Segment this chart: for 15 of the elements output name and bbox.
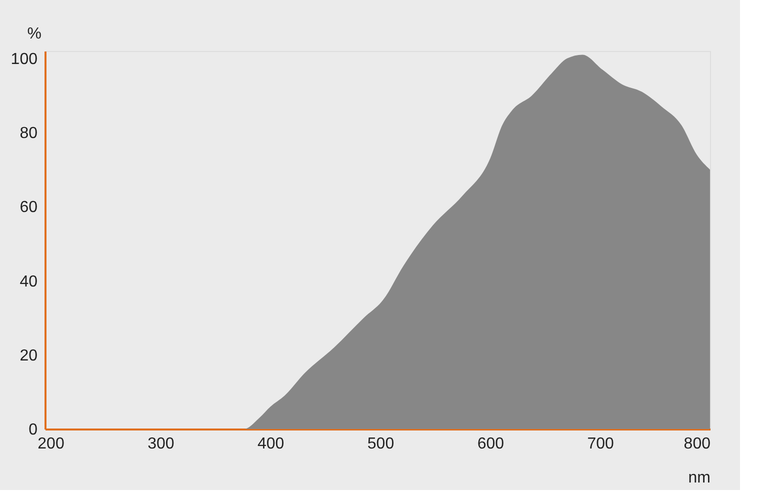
y-axis-title: % [27, 26, 42, 42]
x-tick-label: 600 [477, 436, 504, 452]
y-tick-label: 80 [20, 125, 38, 142]
y-tick-label: 100 [10, 50, 38, 68]
x-axis-title: nm [688, 470, 710, 486]
x-tick-label: 700 [587, 436, 614, 452]
y-tick-label: 40 [20, 273, 38, 290]
x-tick-label: 400 [257, 436, 284, 452]
y-tick-label: 60 [20, 199, 38, 216]
y-tick-label: 20 [20, 347, 38, 364]
y-tick-label: 0 [28, 422, 38, 438]
x-tick-label: 300 [148, 436, 174, 452]
x-tick-label: 800 [684, 436, 711, 452]
x-tick-label: 500 [367, 436, 394, 452]
x-tick-label: 200 [38, 436, 64, 452]
